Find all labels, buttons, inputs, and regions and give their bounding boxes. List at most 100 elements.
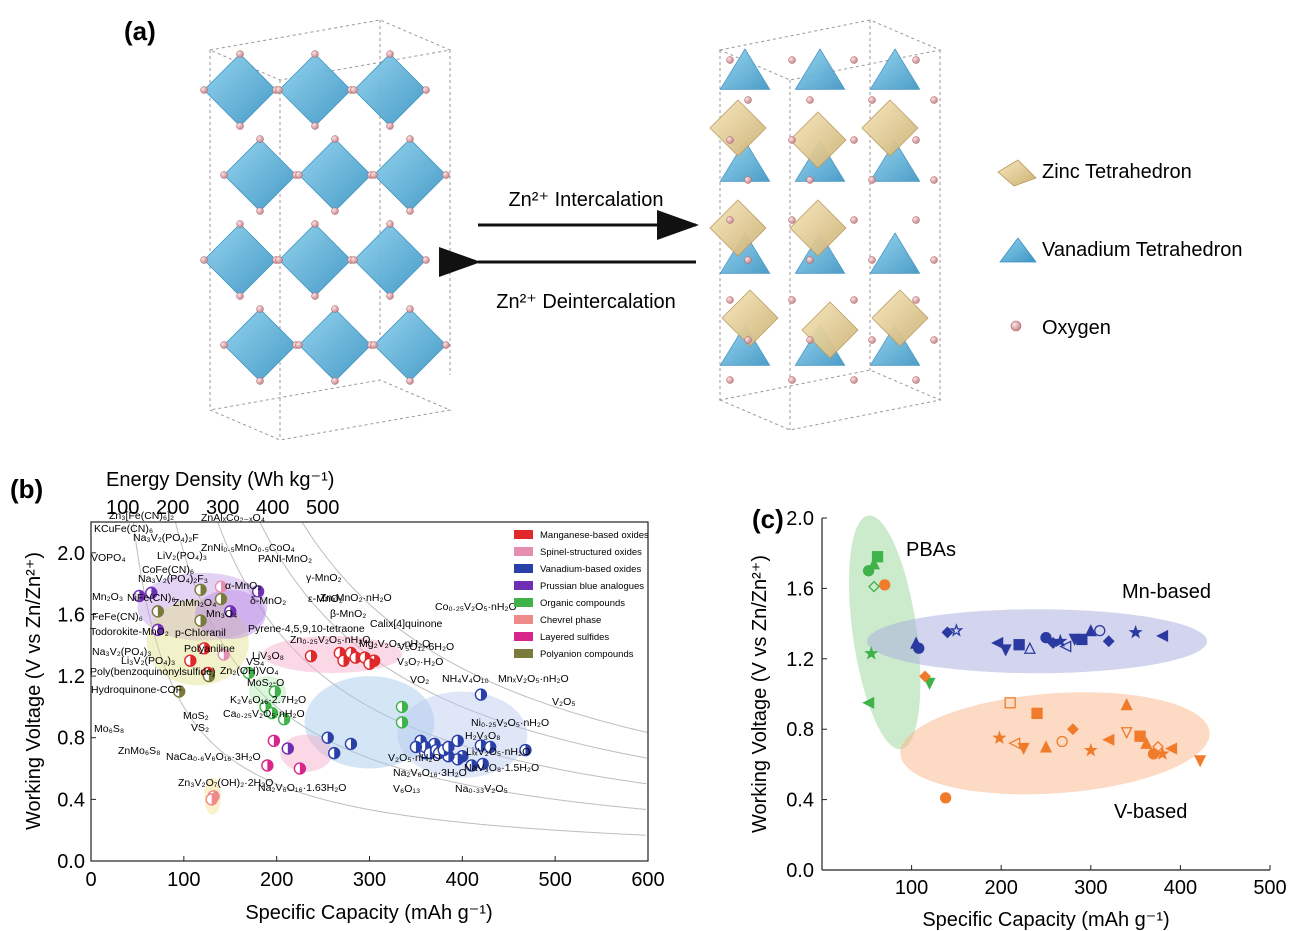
- y-tick-label: 1.2: [786, 649, 814, 671]
- vanadium-polyhedron: [223, 308, 297, 382]
- oxygen-atom: [406, 305, 414, 313]
- material-label: MnₓV₂O₅·nH₂O: [498, 673, 569, 685]
- zinc-polyhedron: [721, 289, 779, 347]
- oxygen-atom: [442, 341, 450, 349]
- material-label: H₂V₃O₈: [465, 730, 500, 742]
- oxygen-atom: [236, 220, 244, 228]
- data-point: [949, 623, 964, 637]
- material-label: Pyrene-4,5,9,10-tetraone: [248, 623, 365, 635]
- panel-b-x-ticks: 0 100 200 300 400 500 600: [85, 856, 665, 891]
- x-tick-label: 200: [260, 869, 293, 891]
- material-label: LiV₃O₈: [252, 650, 284, 662]
- panel-b-ylabel: Working Voltage (V vs Zn/Zn²⁺): [23, 552, 45, 830]
- data-point: [1076, 633, 1088, 646]
- intercalation-label: Zn²⁺ Intercalation: [508, 189, 663, 211]
- oxygen-atom: [406, 377, 414, 385]
- material-label: K₂V₆O₁₆·2.7H₂O: [230, 694, 306, 706]
- data-point: [1164, 742, 1178, 755]
- data-point-fill: [401, 701, 408, 713]
- oxygen-atom: [386, 220, 394, 228]
- legend-a-zinc: Zinc Tetrahedron: [1042, 161, 1192, 183]
- oxygen-atom: [386, 292, 394, 300]
- material-label: Polyaniline: [184, 643, 235, 655]
- material-label: CoFe(CN)₆: [142, 564, 194, 576]
- material-label: Calix[4]quinone: [370, 618, 443, 630]
- data-point: [1194, 755, 1207, 768]
- material-label: VS₄: [246, 656, 264, 668]
- material-region: [304, 676, 435, 769]
- data-point: [151, 623, 165, 637]
- data-point: [184, 654, 197, 667]
- data-point: [476, 757, 489, 771]
- data-point-fill: [273, 735, 280, 747]
- data-point-fill: [471, 759, 478, 771]
- x-tick-label: 500: [538, 869, 571, 891]
- energy-density-isolines: [132, 521, 648, 836]
- material-label: LiₓV₂O₅·nH₂O: [466, 746, 530, 758]
- oxygen-atom: [868, 176, 876, 184]
- panel-c-xlabel: Specific Capacity (mAh g⁻¹): [922, 909, 1169, 931]
- legend-label: Manganese-based oxides: [540, 530, 649, 541]
- vanadium-polyhedron: [373, 138, 447, 212]
- vanadium-polyhedron: [353, 223, 427, 297]
- energy-density-isoline: [132, 521, 646, 836]
- panel-b-label: (b): [10, 474, 43, 504]
- data-point: [267, 734, 281, 748]
- energy-density-isoline: [217, 521, 647, 785]
- data-point-fill: [401, 716, 408, 728]
- data-point: [133, 589, 146, 603]
- material-label: Li₃V₂(PO₄)₃: [121, 655, 175, 667]
- oxygen-atom: [806, 176, 814, 184]
- material-label: Todorokite-MnO₂: [90, 626, 169, 638]
- data-point-fill: [369, 658, 376, 670]
- material-label: p-Chloranil: [175, 627, 226, 639]
- material-regions: [137, 572, 528, 815]
- material-label: Na₃V₂(PO₄)₂F: [133, 532, 199, 544]
- legend-label: Vanadium-based oxides: [540, 564, 641, 575]
- data-point: [862, 696, 875, 709]
- oxygen-atom: [930, 176, 938, 184]
- oxygen-atom: [850, 56, 858, 64]
- legend-label: Organic compounds: [540, 598, 625, 609]
- oxygen-atom: [275, 86, 283, 94]
- data-point-fill: [208, 670, 215, 682]
- legend-swatch: [514, 547, 533, 556]
- data-point: [145, 586, 158, 600]
- material-label: ε-MnO₂: [308, 593, 343, 605]
- data-point: [1134, 730, 1146, 742]
- material-label: Zn₀.₂₅V₂O₅·nH₂O: [290, 634, 370, 646]
- data-point: [261, 759, 274, 772]
- data-point: [864, 646, 879, 660]
- data-point: [1094, 624, 1106, 637]
- data-point: [465, 759, 478, 772]
- data-point: [198, 642, 211, 655]
- material-label: ZnMo₆S₈: [118, 745, 160, 757]
- y-tick-label: 1.2: [57, 666, 85, 688]
- oxygen-atom: [806, 96, 814, 104]
- oxygen-atom: [868, 96, 876, 104]
- data-point: [242, 666, 256, 680]
- data-point-fill: [157, 624, 164, 636]
- material-label: VS₂: [191, 722, 209, 734]
- oxygen-atom: [311, 292, 319, 300]
- x-tick-label: 200: [985, 877, 1018, 899]
- oxygen-atom: [200, 86, 208, 94]
- oxygen-atom: [256, 135, 264, 143]
- oxygen-atom: [726, 296, 734, 304]
- data-point-fill: [200, 615, 207, 627]
- vanadium-polyhedron: [719, 324, 771, 366]
- vanadium-polyhedron: [794, 48, 846, 90]
- oxygen-atom: [912, 56, 920, 64]
- oxygen-atom: [744, 336, 752, 344]
- material-label: ZnAlₓCo₂₋ₓO₄: [201, 512, 265, 524]
- zinc-tetrahedron-icon: [997, 159, 1037, 187]
- oxygen-atom: [850, 296, 858, 304]
- panel-c-label: (c): [752, 504, 784, 534]
- material-label: V₂O₅: [552, 696, 575, 708]
- oxygen-atom: [912, 296, 920, 304]
- data-point-fill: [284, 713, 290, 725]
- data-point: [451, 734, 464, 748]
- data-point: [999, 644, 1012, 657]
- vanadium-polyhedron: [869, 48, 921, 90]
- material-label: NaCa₀.₆V₆O₁₆·3H₂O: [166, 751, 261, 763]
